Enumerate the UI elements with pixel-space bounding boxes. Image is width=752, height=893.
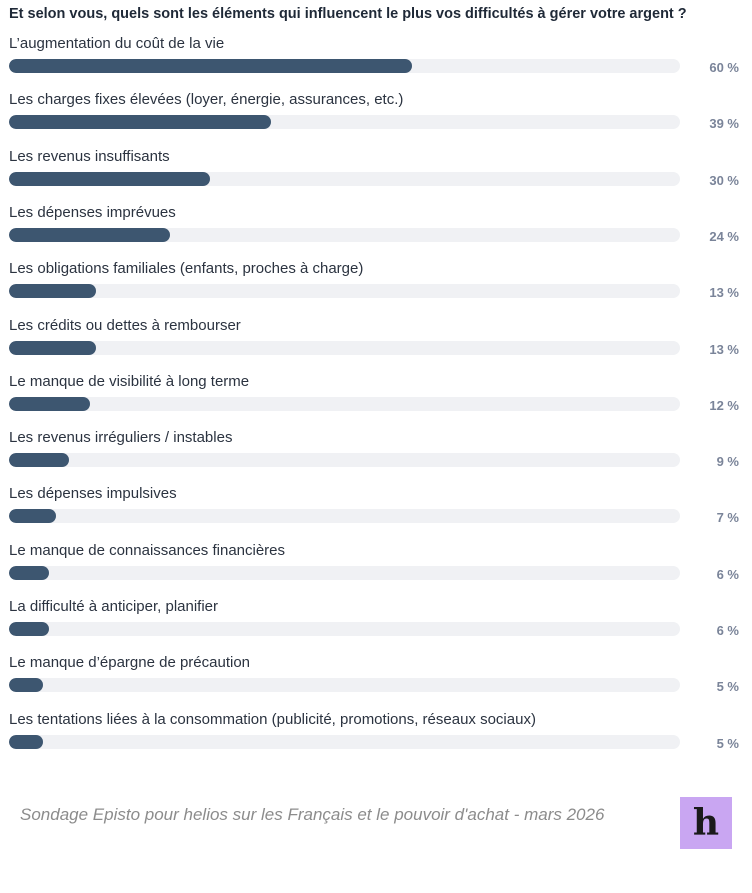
bar-track <box>9 734 680 749</box>
bar-track <box>9 622 680 636</box>
bar-track <box>9 396 680 411</box>
value-label: 7 % <box>716 510 739 526</box>
category-label: Les revenus irréguliers / instables <box>9 429 233 447</box>
category-label: Le manque d’épargne de précaution <box>9 654 251 672</box>
bar-track <box>9 59 680 73</box>
bar <box>9 340 97 355</box>
value-label: 12 % <box>709 397 739 413</box>
bar-row: Les charges fixes élevées (loyer, énergi… <box>0 91 752 147</box>
bar-row: Les revenus insuffisants 30 % <box>0 148 752 204</box>
bar <box>9 396 90 411</box>
bar-track <box>9 509 680 524</box>
bar <box>9 509 56 524</box>
value-label: 24 % <box>709 228 739 244</box>
bar <box>9 734 43 749</box>
bar <box>9 453 70 468</box>
value-label: 6 % <box>716 566 739 582</box>
bar <box>9 678 43 693</box>
bar-row: Les dépenses imprévues 24 % <box>0 204 752 260</box>
bar-track <box>9 453 680 468</box>
category-label: Les crédits ou dettes à rembourser <box>9 316 241 334</box>
bar-row: Les obligations familiales (enfants, pro… <box>0 260 752 316</box>
bar <box>9 59 412 73</box>
category-label: Le manque de connaissances financières <box>9 541 286 559</box>
category-label: La difficulté à anticiper, planifier <box>9 598 219 615</box>
value-label: 6 % <box>716 623 739 638</box>
category-label: Les revenus insuffisants <box>9 147 170 165</box>
value-label: 13 % <box>709 285 739 301</box>
chart-title: Et selon vous, quels sont les éléments q… <box>9 6 687 22</box>
value-label: 39 % <box>709 116 739 132</box>
bar-row: L’augmentation du coût de la vie 60 % <box>0 35 752 91</box>
bar <box>9 227 171 242</box>
bar-track <box>9 678 680 693</box>
bar-track <box>9 340 680 355</box>
helios-logo: h <box>680 797 732 849</box>
source-note: Sondage Episto pour helios sur les Franç… <box>20 805 605 824</box>
category-label: Les obligations familiales (enfants, pro… <box>9 260 364 278</box>
category-label: Les dépenses impulsives <box>9 485 177 503</box>
category-label: Le manque de visibilité à long terme <box>9 372 250 390</box>
value-label: 60 % <box>709 60 739 75</box>
bar-track <box>9 227 680 242</box>
bar <box>9 622 50 636</box>
bar-track <box>9 284 680 299</box>
bar-row: Les crédits ou dettes à rembourser 13 % <box>0 317 752 373</box>
bar-chart: L’augmentation du coût de la vie 60 % Les … <box>0 35 752 751</box>
bar <box>9 171 211 186</box>
value-label: 13 % <box>709 341 739 357</box>
bar-row: Le manque de visibilité à long terme 12 % <box>0 373 752 429</box>
value-label: 9 % <box>716 454 739 470</box>
bar-row: La difficulté à anticiper, planifier 6 % <box>0 598 752 654</box>
bar-row: Les dépenses impulsives 7 % <box>0 485 752 541</box>
bar-track <box>9 171 680 186</box>
category-label: Les charges fixes élevées (loyer, énergi… <box>9 91 404 109</box>
category-label: Les dépenses imprévues <box>9 203 176 221</box>
value-label: 30 % <box>709 172 739 188</box>
bar <box>9 115 271 130</box>
bar-row: Les tentations liées à la consommation (… <box>0 711 752 767</box>
bar-row: Le manque d’épargne de précaution 5 % <box>0 654 752 710</box>
bar-track <box>9 115 680 130</box>
value-label: 5 % <box>716 679 739 695</box>
bar <box>9 565 50 580</box>
bar-row: Les revenus irréguliers / instables 9 % <box>0 429 752 485</box>
category-label: Les tentations liées à la consommation (… <box>9 710 536 728</box>
bar <box>9 284 97 299</box>
bar-row: Le manque de connaissances financières 6 … <box>0 542 752 598</box>
bar-track <box>9 565 680 580</box>
value-label: 5 % <box>716 735 739 751</box>
category-label: L’augmentation du coût de la vie <box>9 35 225 52</box>
